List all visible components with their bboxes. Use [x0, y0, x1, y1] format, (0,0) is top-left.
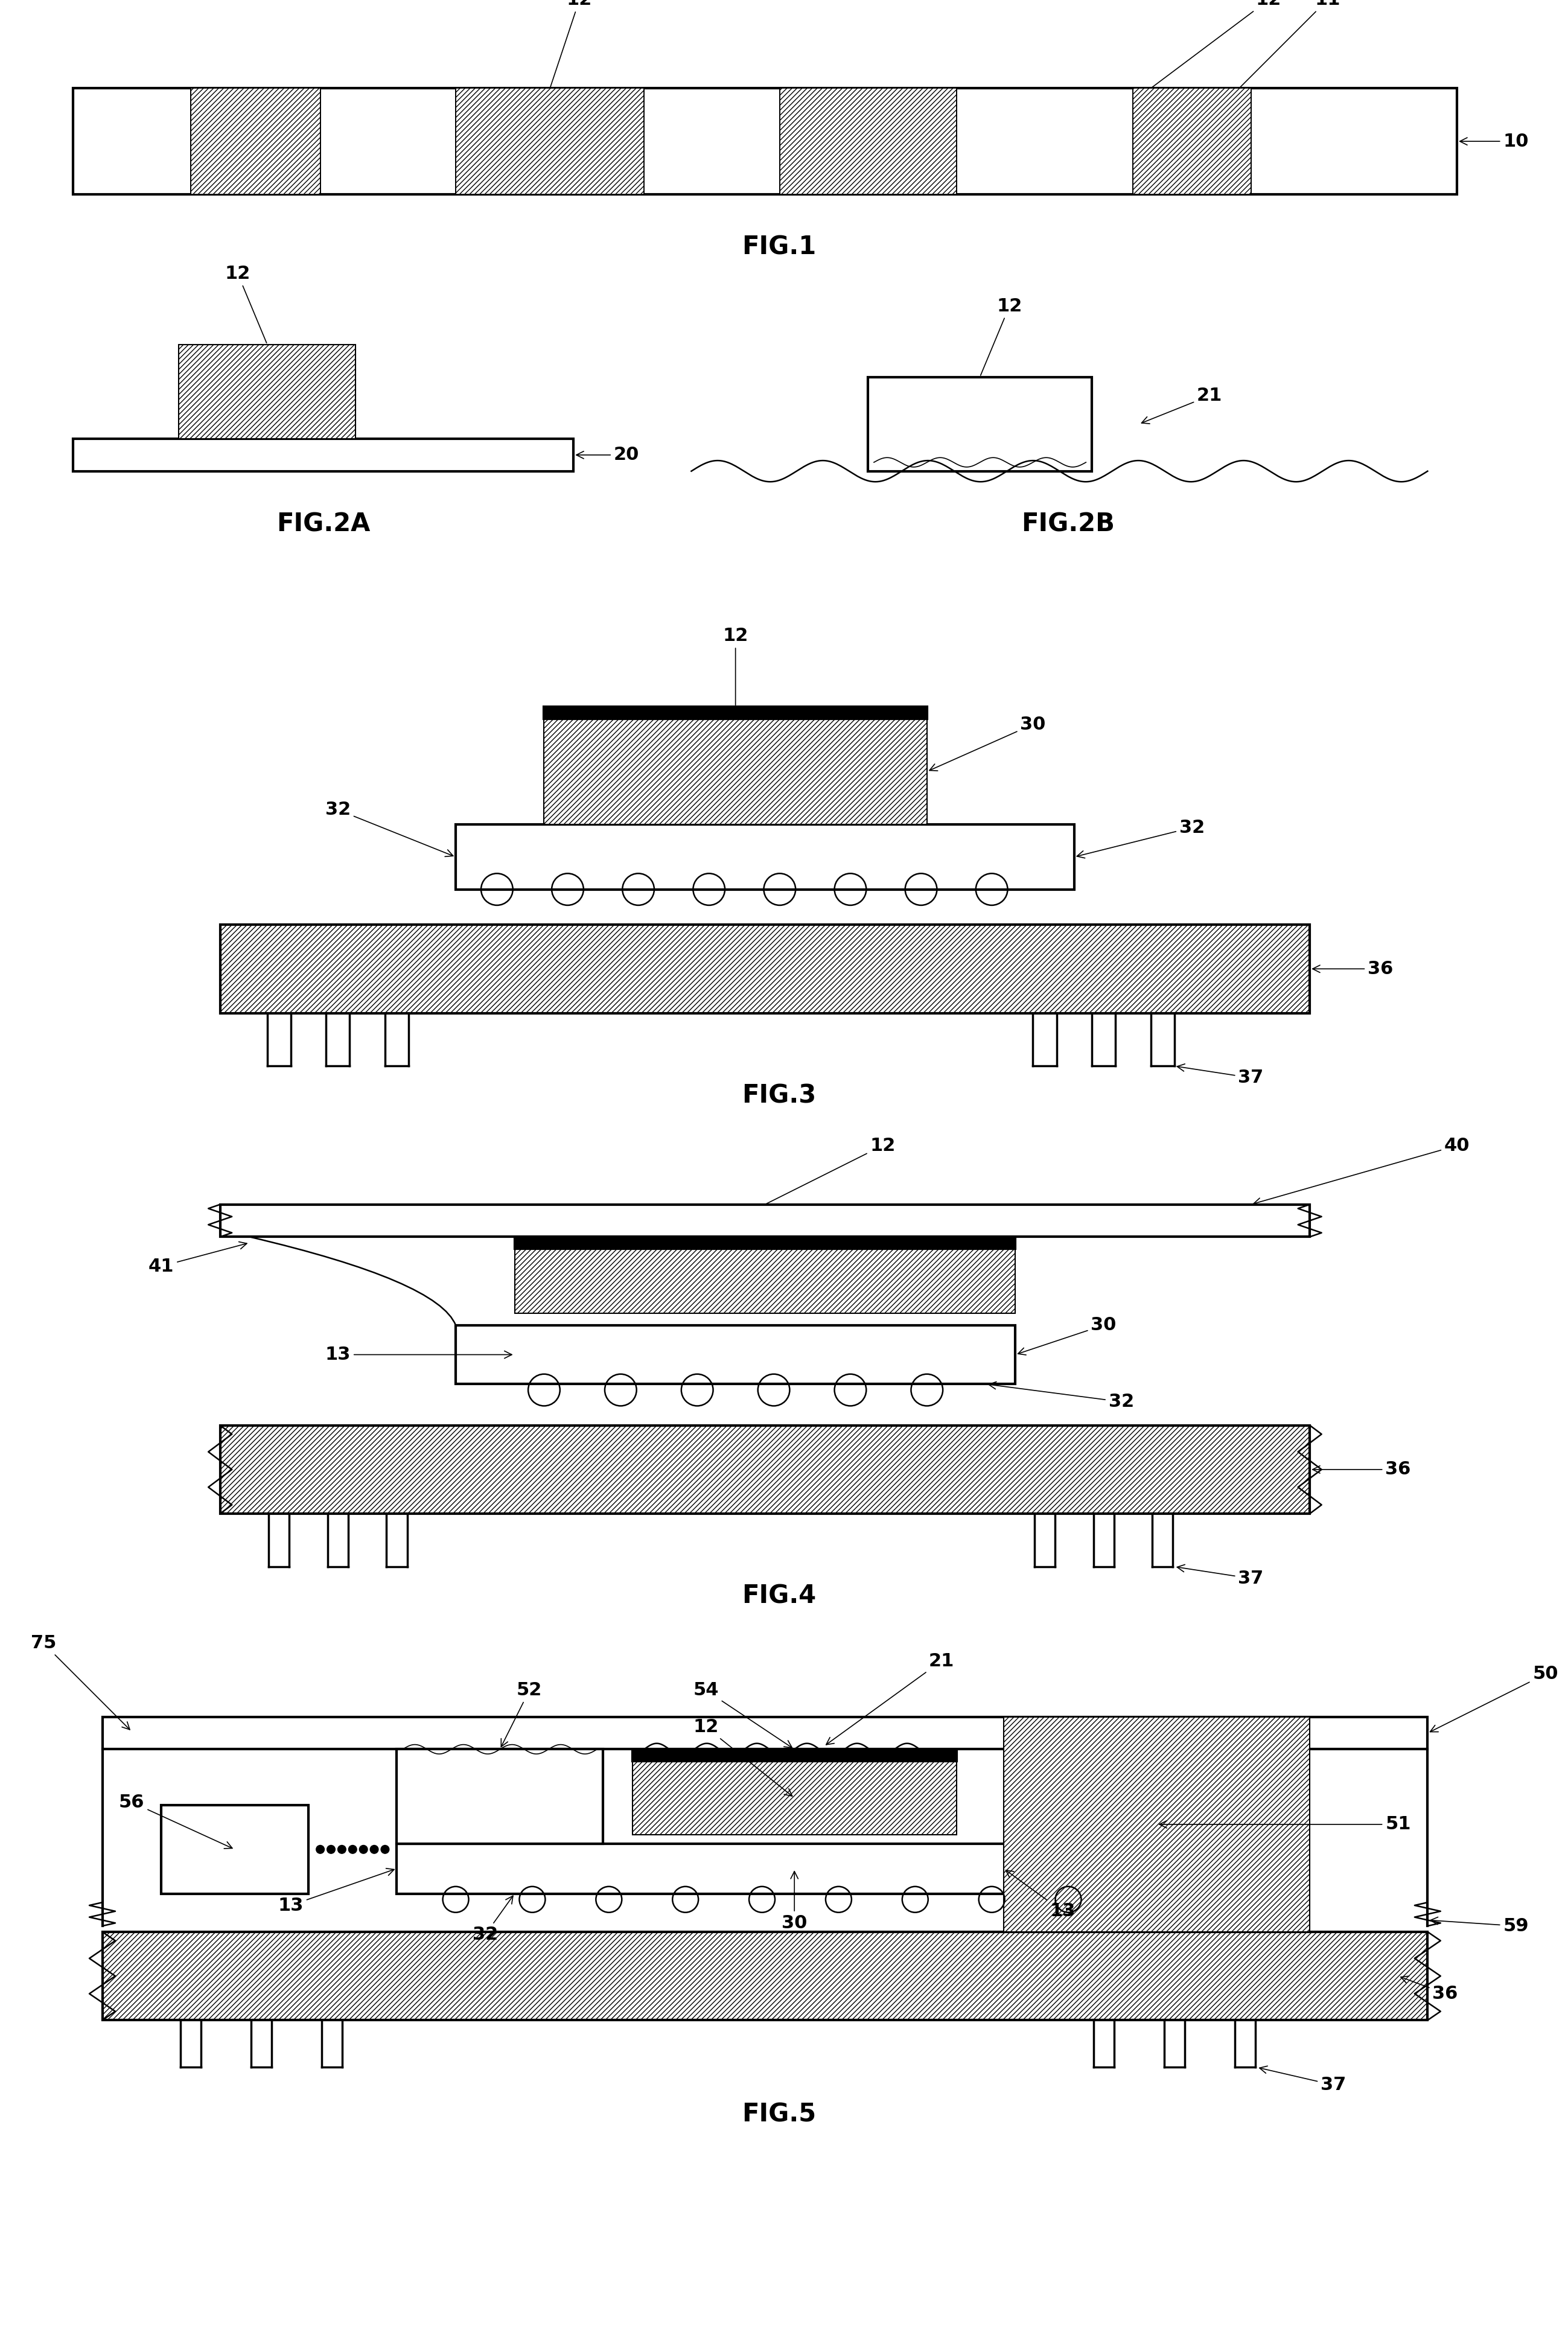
- Bar: [397, 1845, 1192, 1893]
- Circle shape: [381, 1845, 389, 1854]
- Text: 30: 30: [1018, 1316, 1116, 1355]
- Bar: [1004, 1716, 1309, 1931]
- Text: 36: 36: [1400, 1975, 1458, 2003]
- Text: 10: 10: [1460, 133, 1529, 149]
- Bar: [514, 1248, 1014, 1314]
- Text: 51: 51: [1159, 1817, 1411, 1833]
- Text: 37: 37: [1178, 1064, 1264, 1088]
- Text: 12: 12: [550, 0, 593, 86]
- Text: 13: 13: [325, 1346, 511, 1362]
- Text: 52: 52: [502, 1682, 543, 1747]
- Bar: [544, 720, 927, 824]
- Bar: [102, 1931, 1427, 2019]
- Bar: [632, 1749, 956, 1761]
- Bar: [397, 1749, 604, 1845]
- Bar: [456, 1325, 1014, 1383]
- Text: FIG.2B: FIG.2B: [1021, 512, 1115, 538]
- Circle shape: [370, 1845, 378, 1854]
- Bar: [191, 89, 320, 193]
- Text: 13: 13: [278, 1868, 394, 1914]
- Bar: [1134, 89, 1251, 193]
- Text: 37: 37: [1259, 2066, 1345, 2094]
- Bar: [779, 89, 956, 193]
- Text: 11: 11: [1240, 0, 1341, 86]
- Circle shape: [317, 1845, 325, 1854]
- Text: 40: 40: [1253, 1137, 1469, 1204]
- Text: 20: 20: [577, 447, 640, 463]
- Bar: [72, 89, 1457, 193]
- Bar: [456, 824, 1074, 890]
- Circle shape: [359, 1845, 367, 1854]
- Text: 21: 21: [1142, 387, 1223, 424]
- Text: 36: 36: [1312, 1460, 1411, 1479]
- Bar: [72, 438, 574, 470]
- Bar: [869, 377, 1091, 470]
- Text: 30: 30: [930, 715, 1046, 771]
- Text: 32: 32: [988, 1381, 1134, 1411]
- Bar: [220, 925, 1309, 1013]
- Text: 56: 56: [119, 1793, 232, 1849]
- Text: FIG.3: FIG.3: [742, 1083, 817, 1109]
- Bar: [544, 706, 927, 720]
- Text: 75: 75: [31, 1635, 130, 1730]
- Text: 36: 36: [1312, 960, 1394, 978]
- Bar: [456, 89, 644, 193]
- Text: 32: 32: [1077, 820, 1204, 857]
- Text: 21: 21: [826, 1651, 955, 1744]
- Text: 13: 13: [1005, 1870, 1076, 1919]
- Bar: [220, 1204, 1309, 1237]
- Text: 37: 37: [1178, 1565, 1264, 1586]
- Text: 12: 12: [723, 627, 748, 706]
- Bar: [162, 1805, 309, 1893]
- Text: 12: 12: [224, 266, 267, 342]
- Text: 12: 12: [767, 1137, 895, 1204]
- Bar: [102, 1716, 1427, 1749]
- Text: 50: 50: [1430, 1665, 1559, 1733]
- Text: 59: 59: [1430, 1917, 1529, 1935]
- Text: FIG.1: FIG.1: [742, 235, 817, 261]
- Text: FIG.2A: FIG.2A: [276, 512, 370, 538]
- Text: 12: 12: [980, 298, 1022, 375]
- Text: FIG.5: FIG.5: [742, 2101, 817, 2126]
- Text: 12: 12: [693, 1719, 792, 1796]
- Circle shape: [337, 1845, 347, 1854]
- Text: FIG.4: FIG.4: [742, 1584, 817, 1609]
- Text: 32: 32: [472, 1896, 513, 1945]
- Text: 41: 41: [149, 1241, 246, 1274]
- Circle shape: [348, 1845, 358, 1854]
- Circle shape: [326, 1845, 336, 1854]
- Bar: [632, 1761, 956, 1835]
- Text: 12: 12: [1152, 0, 1281, 86]
- Bar: [179, 345, 356, 438]
- Bar: [514, 1237, 1014, 1248]
- Bar: [220, 1425, 1309, 1514]
- Text: 32: 32: [325, 801, 453, 857]
- Text: 54: 54: [693, 1682, 792, 1747]
- Text: 30: 30: [781, 1870, 808, 1931]
